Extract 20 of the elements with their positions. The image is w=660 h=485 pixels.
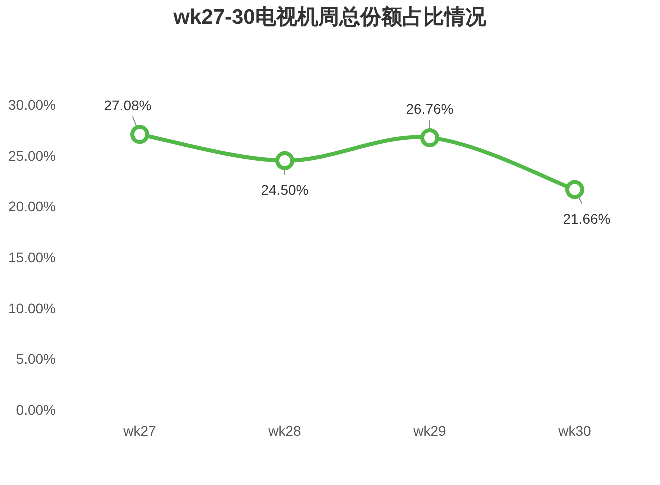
x-tick-label: wk30: [558, 423, 592, 439]
data-label: 24.50%: [261, 182, 309, 198]
point: [130, 125, 150, 144]
y-tick-label: 10.00%: [8, 300, 56, 316]
y-tick-label: 20.00%: [8, 198, 56, 215]
data-label: 21.66%: [563, 210, 611, 227]
y-tick-label: 15.00%: [8, 250, 56, 266]
x-tick-label: wk29: [412, 423, 447, 439]
y-tick-label: 0.00%: [16, 402, 56, 418]
point: [420, 128, 440, 148]
x-tick-label: wk27: [122, 423, 157, 439]
data-label: 27.08%: [104, 98, 152, 114]
point: [276, 151, 294, 170]
y-tick-label: 5.00%: [16, 351, 56, 368]
chart-title: wk27-30电视机周总份额占比情况: [172, 5, 488, 29]
point: [566, 180, 584, 200]
data-label: 26.76%: [406, 100, 454, 117]
y-tick-label: 25.00%: [8, 148, 56, 164]
y-tick-label: 30.00%: [8, 97, 56, 113]
x-tick-label: wk28: [268, 423, 302, 439]
